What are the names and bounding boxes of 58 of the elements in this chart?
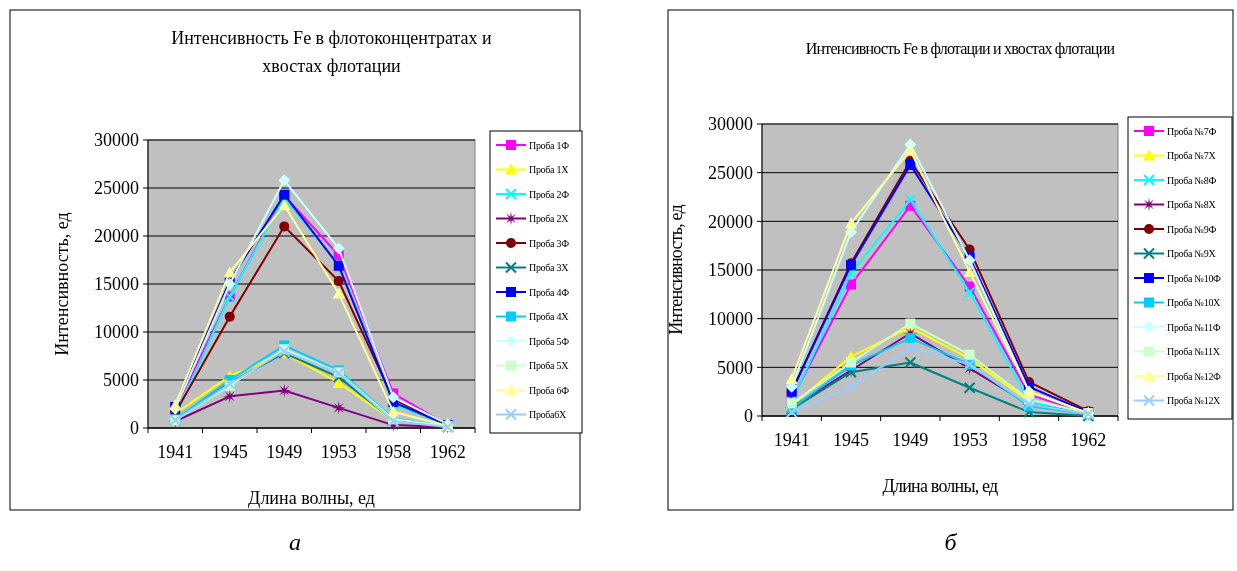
legend-label: Проба №11Х [1167,346,1221,357]
x-tick-label: 1941 [773,430,810,450]
legend-label: Проба №8Х [1167,199,1217,210]
y-tick-label: 15000 [94,274,139,295]
legend-label: Проба6Х [529,409,567,420]
legend-label: Проба №12Х [1167,395,1222,406]
x-tick-label: 1953 [320,442,357,462]
y-tick-label: 20000 [708,211,753,232]
y-tick-label: 0 [130,418,139,439]
legend-label: Проба №11Ф [1167,321,1221,333]
y-tick-label: 5000 [103,370,139,391]
y-tick-label: 10000 [94,322,139,343]
y-tick-label: 5000 [717,357,753,378]
x-tick-label: 1958 [1011,430,1047,450]
y-axis-title: Интенсивность, ед [52,212,72,356]
x-tick-label: 1953 [951,430,988,450]
x-tick-label: 1945 [211,442,248,462]
legend-label: Проба 3Ф [529,237,570,249]
legend-label: Проба №7Х [1167,150,1217,161]
x-tick-label: 1945 [833,430,869,450]
y-tick-label: 10000 [708,308,753,329]
legend-label: Проба №10Х [1167,297,1222,308]
y-axis-title: Интенсивность, ед [666,204,686,335]
legend-label: Проба №9Ф [1167,223,1217,235]
legend-label: Проба 3Х [529,262,570,273]
y-tick-label: 30000 [94,130,139,151]
legend-label: Проба 6Ф [529,384,570,396]
legend-label: Проба 2Х [529,213,570,224]
legend-label: Проба 1Ф [529,139,570,151]
legend-label: Проба №7Ф [1167,125,1217,137]
legend-label: Проба №10Ф [1167,272,1222,284]
y-tick-label: 25000 [708,162,753,183]
legend-label: Проба 4Ф [529,286,570,298]
legend-label: Проба 5Ф [529,335,570,347]
x-tick-label: 1962 [429,442,466,462]
x-axis-title: Длина волны, ед [248,488,375,508]
x-tick-label: 1958 [375,442,412,462]
legend-label: Проба 2Ф [529,188,570,200]
chart-title: Интенсивность Fe в флотации и хвостах флотации [805,40,1116,58]
y-tick-label: 25000 [94,178,139,199]
text: б [944,529,958,555]
chart-title: Интенсивность Fe в флотоконцентратах и хвостах флотации [171,28,493,76]
legend-label: Проба 4Х [529,311,570,322]
x-axis-title: Длина волны, ед [882,476,999,496]
legend-label: Проба №9Х [1167,248,1217,259]
x-tick-label: 1962 [1070,430,1107,450]
text: а [289,529,301,555]
legend-label: Проба №8Ф [1167,174,1217,186]
x-tick-label: 1949 [266,442,303,462]
legend-label: Проба 5Х [529,360,570,371]
legend-label: Проба 1Х [529,164,570,175]
x-tick-label: 1949 [892,430,929,450]
y-tick-label: 30000 [708,114,753,135]
y-tick-label: 15000 [708,260,753,281]
x-tick-label: 1941 [157,442,194,462]
y-tick-label: 20000 [94,226,139,247]
legend-label: Проба №12Ф [1167,370,1222,382]
y-tick-label: 0 [744,406,753,427]
